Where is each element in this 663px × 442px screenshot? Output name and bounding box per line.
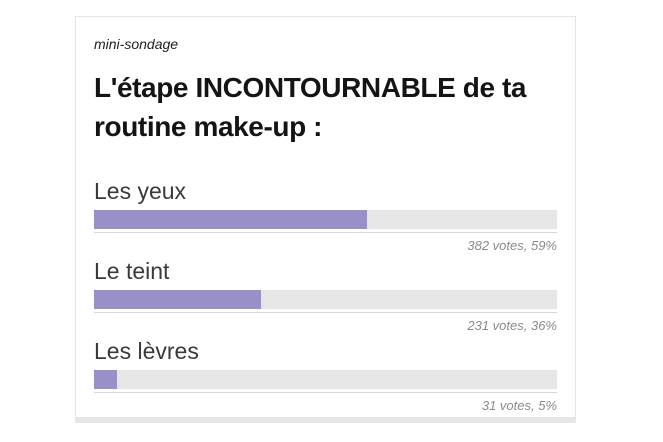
next-section-top-edge [75, 418, 576, 423]
poll-title: L'étape INCONTOURNABLE de ta routine mak… [94, 72, 527, 142]
poll-kicker: mini-sondage [94, 36, 179, 52]
result-bar-fill [94, 370, 118, 389]
option-separator [94, 232, 557, 233]
poll-card: mini-sondage L'étape INCONTOURNABLE de t… [75, 16, 576, 418]
option-separator [94, 392, 557, 393]
result-bar-track [94, 290, 557, 309]
votes-label: 31 votes, 5% [481, 398, 557, 413]
option-separator [94, 312, 557, 313]
result-bar-track [94, 210, 557, 229]
result-bar-fill [94, 290, 261, 309]
votes-label: 231 votes, 36% [467, 318, 557, 333]
result-bar-track [94, 370, 557, 389]
poll-option-le-teint[interactable]: Le teint 231 votes, 36% [94, 258, 557, 333]
poll-option-label: Les yeux [94, 178, 187, 204]
poll-option-les-levres[interactable]: Les lèvres 31 votes, 5% [94, 338, 557, 413]
votes-label: 382 votes, 59% [467, 238, 557, 253]
result-bar-fill [94, 210, 368, 229]
poll-option-label: Les lèvres [94, 338, 199, 364]
poll-option-les-yeux[interactable]: Les yeux 382 votes, 59% [94, 178, 557, 253]
poll-option-label: Le teint [94, 258, 170, 284]
